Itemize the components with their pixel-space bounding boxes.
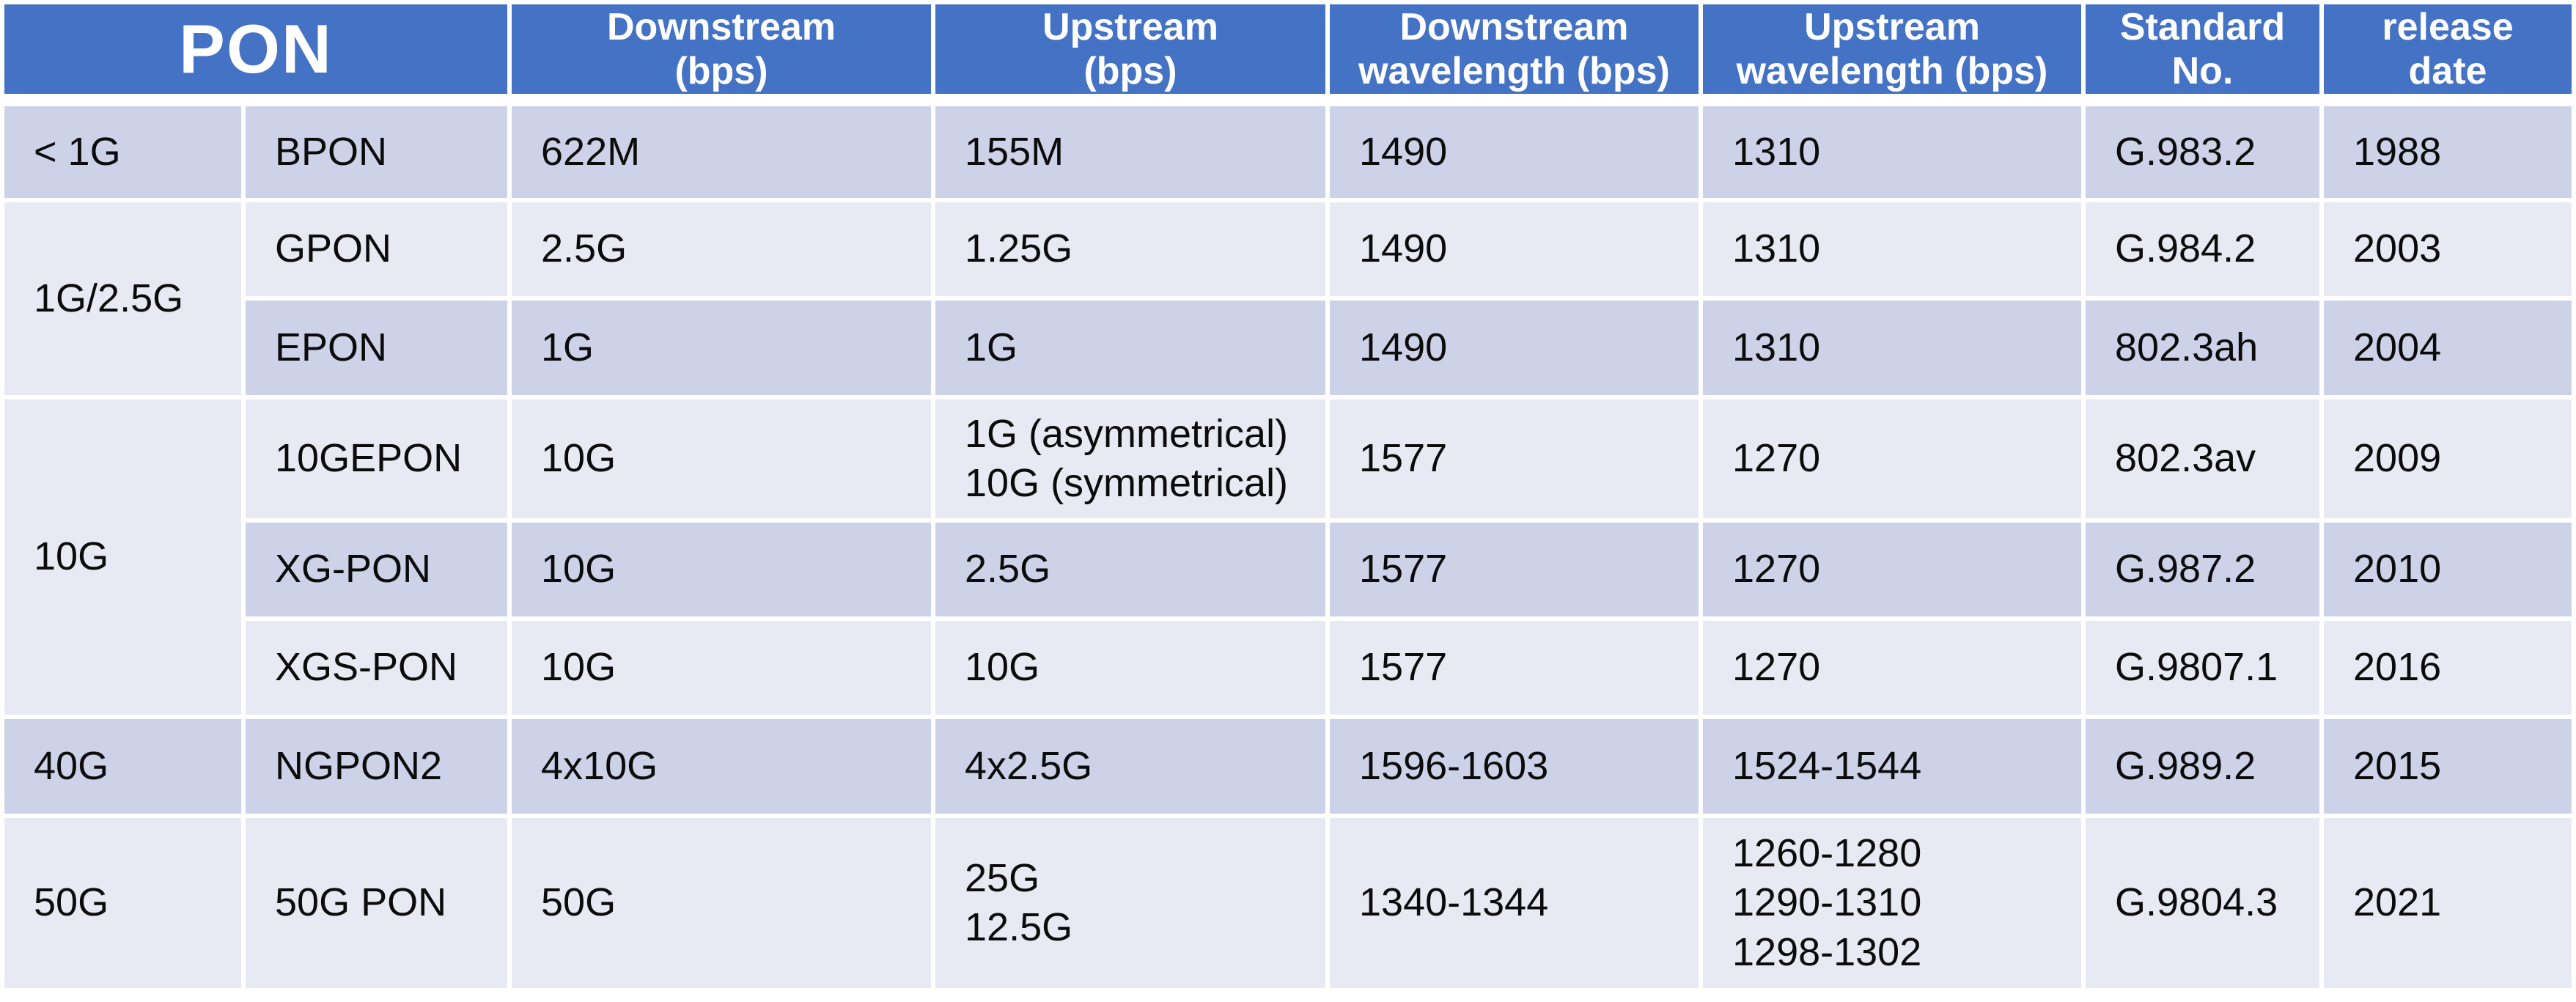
cell-xgspon-release: 2016 bbox=[2324, 621, 2572, 715]
cell-epon-downstream: 1G bbox=[512, 301, 931, 395]
cell-xgpon-release: 2010 bbox=[2324, 523, 2572, 616]
header-cell-downstream-wavelength: Downstream wavelength (bps) bbox=[1330, 4, 1699, 94]
category-cell-1g-2-5g: 1G/2.5G bbox=[4, 202, 241, 395]
cell-xgpon-downstream: 10G bbox=[512, 523, 931, 616]
cell-gpon-name: GPON bbox=[246, 202, 507, 296]
cell-ngpon2-downstream: 4x10G bbox=[512, 719, 931, 814]
header-cell-release-date: release date bbox=[2324, 4, 2572, 94]
cell-gpon-upstream: 1.25G bbox=[935, 202, 1325, 296]
cell-xgspon-standard: G.9807.1 bbox=[2086, 621, 2319, 715]
cell-10gepon-name: 10GEPON bbox=[246, 399, 507, 518]
cell-gpon-standard: G.984.2 bbox=[2086, 202, 2319, 296]
cell-gpon-downstream-wavelength: 1490 bbox=[1330, 202, 1699, 296]
cell-bpon-upstream: 155M bbox=[935, 106, 1325, 198]
cell-xgspon-downstream: 10G bbox=[512, 621, 931, 715]
cell-bpon-release: 1988 bbox=[2324, 106, 2572, 198]
cell-xgpon-standard: G.987.2 bbox=[2086, 523, 2319, 616]
cell-ngpon2-release: 2015 bbox=[2324, 719, 2572, 814]
cell-ngpon2-downstream-wavelength: 1596-1603 bbox=[1330, 719, 1699, 814]
cell-50gpon-downstream: 50G bbox=[512, 818, 931, 988]
cell-10gepon-upstream: 1G (asymmetrical) 10G (symmetrical) bbox=[935, 399, 1325, 518]
category-cell-40g: 40G bbox=[4, 719, 241, 814]
cell-xgpon-upstream-wavelength: 1270 bbox=[1703, 523, 2081, 616]
header-cell-upstream-wavelength: Upstream wavelength (bps) bbox=[1703, 4, 2081, 94]
header-cell-upstream-bps: Upstream (bps) bbox=[935, 4, 1325, 94]
cell-ngpon2-upstream-wavelength: 1524-1544 bbox=[1703, 719, 2081, 814]
cell-epon-release: 2004 bbox=[2324, 301, 2572, 395]
cell-10gepon-upstream-wavelength: 1270 bbox=[1703, 399, 2081, 518]
cell-xgpon-upstream: 2.5G bbox=[935, 523, 1325, 616]
cell-xgpon-downstream-wavelength: 1577 bbox=[1330, 523, 1699, 616]
header-cell-downstream-bps: Downstream (bps) bbox=[512, 4, 931, 94]
cell-xgpon-name: XG-PON bbox=[246, 523, 507, 616]
cell-epon-standard: 802.3ah bbox=[2086, 301, 2319, 395]
cell-ngpon2-standard: G.989.2 bbox=[2086, 719, 2319, 814]
cell-ngpon2-upstream: 4x2.5G bbox=[935, 719, 1325, 814]
cell-50gpon-upstream-wavelength: 1260-1280 1290-1310 1298-1302 bbox=[1703, 818, 2081, 988]
header-cell-pon-title: PON bbox=[4, 4, 507, 94]
cell-epon-upstream-wavelength: 1310 bbox=[1703, 301, 2081, 395]
cell-10gepon-release: 2009 bbox=[2324, 399, 2572, 518]
cell-epon-name: EPON bbox=[246, 301, 507, 395]
header-cell-standard-no: Standard No. bbox=[2086, 4, 2319, 94]
category-cell-sub1g: < 1G bbox=[4, 106, 241, 198]
cell-10gepon-standard: 802.3av bbox=[2086, 399, 2319, 518]
cell-gpon-downstream: 2.5G bbox=[512, 202, 931, 296]
cell-epon-upstream: 1G bbox=[935, 301, 1325, 395]
category-cell-10g: 10G bbox=[4, 399, 241, 715]
cell-gpon-release: 2003 bbox=[2324, 202, 2572, 296]
cell-50gpon-downstream-wavelength: 1340-1344 bbox=[1330, 818, 1699, 988]
cell-bpon-downstream-wavelength: 1490 bbox=[1330, 106, 1699, 198]
cell-xgspon-downstream-wavelength: 1577 bbox=[1330, 621, 1699, 715]
cell-xgspon-upstream: 10G bbox=[935, 621, 1325, 715]
cell-50gpon-upstream: 25G 12.5G bbox=[935, 818, 1325, 988]
cell-10gepon-downstream-wavelength: 1577 bbox=[1330, 399, 1699, 518]
cell-ngpon2-name: NGPON2 bbox=[246, 719, 507, 814]
category-cell-50g: 50G bbox=[4, 818, 241, 988]
cell-bpon-standard: G.983.2 bbox=[2086, 106, 2319, 198]
cell-50gpon-name: 50G PON bbox=[246, 818, 507, 988]
cell-xgspon-upstream-wavelength: 1270 bbox=[1703, 621, 2081, 715]
cell-50gpon-release: 2021 bbox=[2324, 818, 2572, 988]
cell-bpon-upstream-wavelength: 1310 bbox=[1703, 106, 2081, 198]
cell-bpon-downstream: 622M bbox=[512, 106, 931, 198]
cell-gpon-upstream-wavelength: 1310 bbox=[1703, 202, 2081, 296]
cell-bpon-name: BPON bbox=[246, 106, 507, 198]
pon-standards-table: PON Downstream (bps) Upstream (bps) Down… bbox=[4, 4, 2572, 988]
cell-10gepon-downstream: 10G bbox=[512, 399, 931, 518]
cell-epon-downstream-wavelength: 1490 bbox=[1330, 301, 1699, 395]
cell-50gpon-standard: G.9804.3 bbox=[2086, 818, 2319, 988]
cell-xgspon-name: XGS-PON bbox=[246, 621, 507, 715]
